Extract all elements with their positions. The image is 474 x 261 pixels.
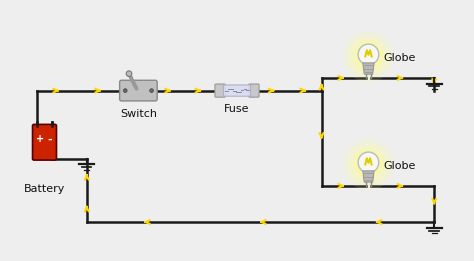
- Circle shape: [348, 144, 389, 185]
- Text: +: +: [36, 134, 44, 144]
- Circle shape: [358, 44, 379, 65]
- FancyBboxPatch shape: [119, 80, 157, 101]
- Polygon shape: [363, 171, 374, 182]
- Text: Fuse: Fuse: [224, 104, 250, 114]
- FancyBboxPatch shape: [249, 84, 259, 97]
- FancyBboxPatch shape: [223, 85, 251, 96]
- Circle shape: [343, 139, 394, 190]
- Circle shape: [150, 89, 154, 92]
- Circle shape: [353, 149, 384, 180]
- Circle shape: [343, 31, 394, 82]
- FancyBboxPatch shape: [33, 124, 56, 160]
- Polygon shape: [363, 63, 374, 74]
- Circle shape: [123, 89, 127, 92]
- Circle shape: [358, 152, 379, 173]
- Circle shape: [348, 36, 389, 77]
- Text: Globe: Globe: [383, 161, 416, 171]
- Text: -: -: [47, 134, 52, 144]
- FancyBboxPatch shape: [215, 84, 225, 97]
- Text: Switch: Switch: [120, 109, 157, 119]
- Circle shape: [353, 41, 384, 72]
- Text: Battery: Battery: [24, 185, 65, 194]
- Circle shape: [126, 71, 132, 76]
- Text: Globe: Globe: [383, 53, 416, 63]
